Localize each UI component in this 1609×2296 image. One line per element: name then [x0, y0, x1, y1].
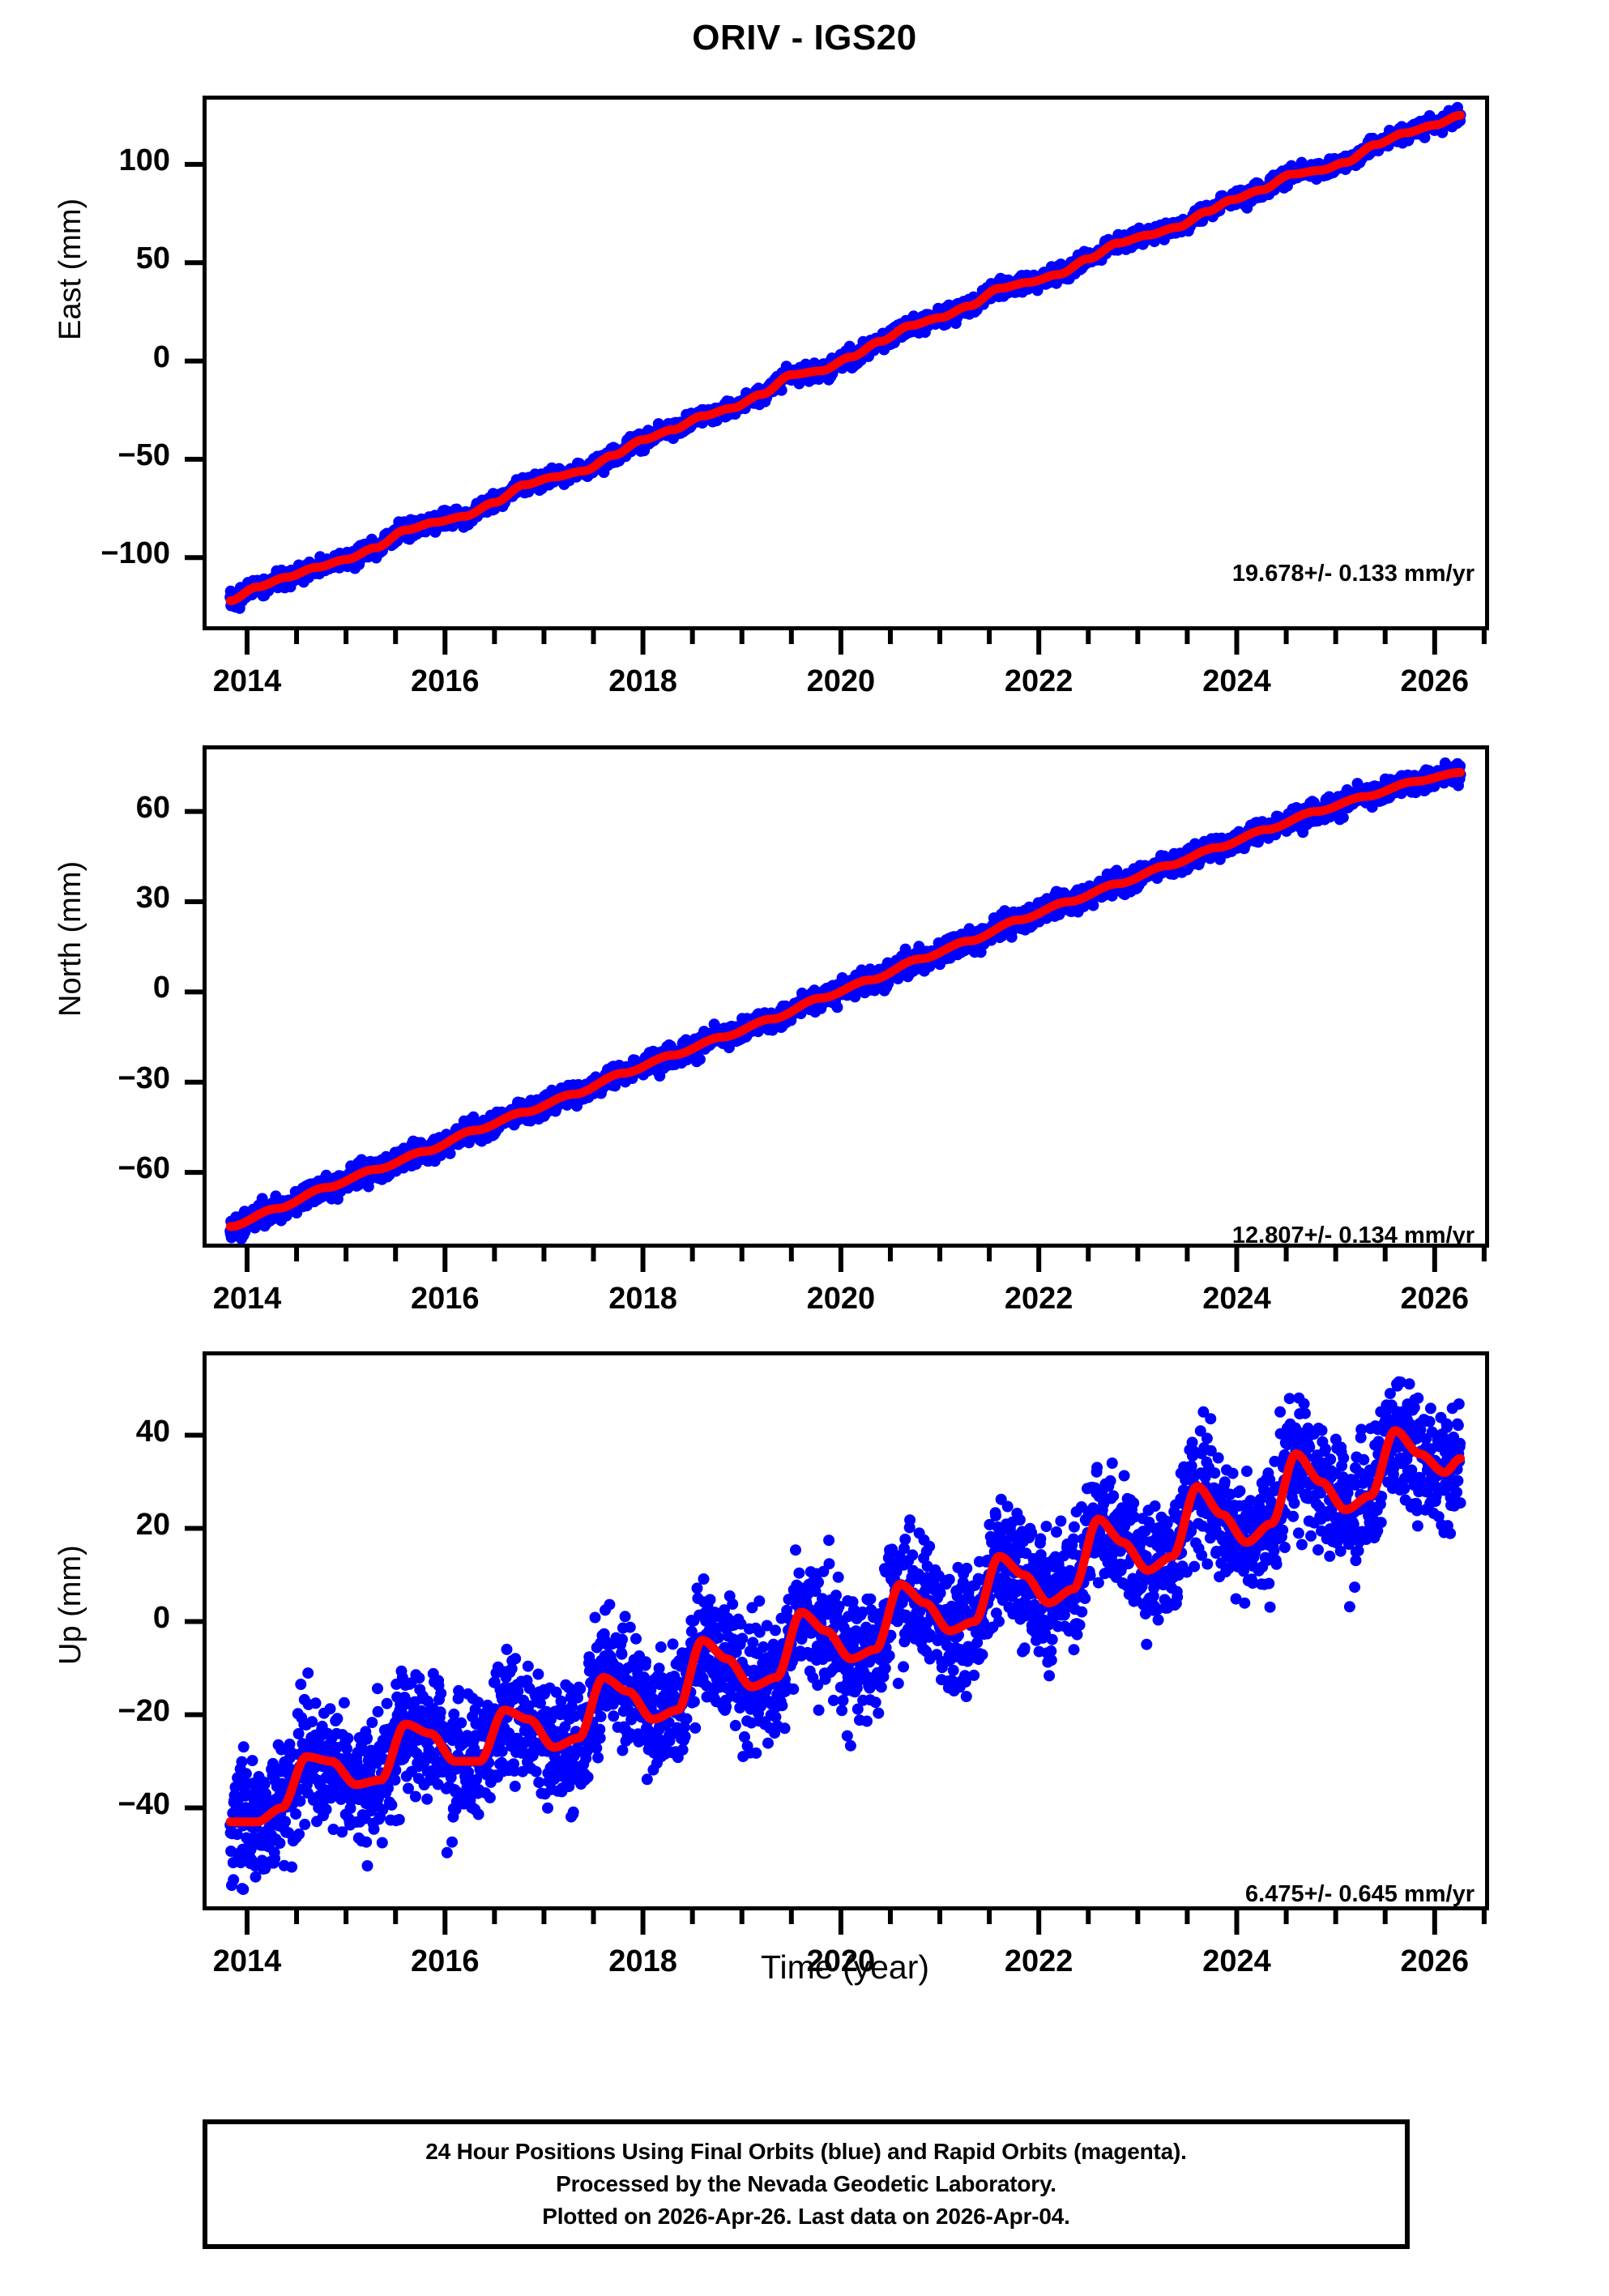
- axis-label-time: Time (year): [760, 1948, 930, 1986]
- rate-annotation-north: 12.807+/- 0.134 mm/yr: [1231, 1223, 1475, 1248]
- x-tick-label-up: 2014: [212, 1944, 282, 1978]
- x-tick-label-up: 2018: [608, 1944, 677, 1978]
- x-tick-label-north: 2024: [1202, 1282, 1271, 1316]
- x-tick-label-east: 2014: [212, 664, 282, 698]
- y-tick-label-east: 0: [152, 339, 170, 374]
- rate-annotation-east: 19.678+/- 0.133 mm/yr: [1231, 561, 1475, 587]
- x-tick-label-up: 2016: [410, 1944, 480, 1978]
- x-tick-label-north: 2022: [1004, 1282, 1073, 1316]
- y-tick-label-north: −30: [117, 1061, 170, 1095]
- x-tick-label-up: 2020: [806, 1944, 876, 1978]
- x-tick-label-north: 2014: [212, 1282, 282, 1316]
- x-tick-label-east: 2024: [1202, 664, 1271, 698]
- x-tick-label-east: 2016: [410, 664, 480, 698]
- y-tick-label-north: 60: [135, 790, 170, 825]
- x-tick-label-north: 2018: [608, 1282, 677, 1316]
- footer-line-3: Plotted on 2026-Apr-26. Last data on 202…: [542, 2203, 1070, 2229]
- x-tick-label-up: 2022: [1004, 1944, 1073, 1978]
- y-tick-label-north: −60: [117, 1151, 170, 1186]
- footer-line-2: Processed by the Nevada Geodetic Laborat…: [556, 2171, 1056, 2197]
- rate-annotation-up: 6.475+/- 0.645 mm/yr: [1245, 1881, 1475, 1907]
- x-tick-label-east: 2020: [806, 664, 876, 698]
- x-tick-label-up: 2026: [1400, 1944, 1470, 1978]
- y-tick-label-north: 30: [135, 881, 170, 915]
- x-tick-label-east: 2026: [1400, 664, 1470, 698]
- x-tick-label-north: 2026: [1400, 1282, 1470, 1316]
- page-title: ORIV - IGS20: [692, 18, 917, 58]
- y-tick-label-north: 0: [152, 971, 170, 1005]
- y-tick-label-up: 0: [152, 1600, 170, 1635]
- x-tick-label-east: 2018: [608, 664, 677, 698]
- y-tick-label-east: −50: [117, 437, 170, 472]
- y-tick-label-up: −40: [117, 1786, 170, 1821]
- y-tick-label-east: −100: [100, 536, 170, 571]
- y-tick-label-east: 100: [118, 143, 170, 177]
- x-tick-label-east: 2022: [1004, 664, 1073, 698]
- y-tick-label-up: −20: [117, 1693, 170, 1728]
- footer-line-1: 24 Hour Positions Using Final Orbits (bl…: [425, 2139, 1187, 2165]
- x-tick-label-north: 2020: [806, 1282, 876, 1316]
- y-tick-label-up: 40: [135, 1414, 170, 1449]
- footer-caption-box: 24 Hour Positions Using Final Orbits (bl…: [203, 2119, 1410, 2249]
- y-tick-label-east: 50: [135, 241, 170, 276]
- x-tick-label-up: 2024: [1202, 1944, 1271, 1978]
- y-tick-label-up: 20: [135, 1507, 170, 1542]
- x-tick-label-north: 2016: [410, 1282, 480, 1316]
